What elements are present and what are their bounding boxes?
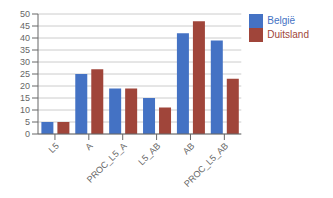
- svg-text:AB: AB: [181, 141, 197, 157]
- svg-text:PROC_L5_A: PROC_L5_A: [85, 141, 129, 185]
- svg-text:50: 50: [20, 9, 30, 19]
- svg-text:10: 10: [20, 105, 30, 115]
- html-text:België: België: [267, 14, 296, 26]
- svg-text:5: 5: [25, 117, 30, 127]
- svg-text:20: 20: [20, 81, 30, 91]
- svg-text:L5: L5: [47, 141, 61, 155]
- html-text:Duitsland: Duitsland: [267, 28, 309, 40]
- svg-text:30: 30: [20, 57, 30, 67]
- svg-text:35: 35: [20, 45, 30, 55]
- svg-text:45: 45: [20, 21, 30, 31]
- svg-text:25: 25: [20, 69, 30, 79]
- svg-text:15: 15: [20, 93, 30, 103]
- svg-text:L5_AB: L5_AB: [136, 141, 162, 167]
- svg-text:0: 0: [25, 129, 30, 139]
- svg-text:A: A: [83, 141, 94, 152]
- svg-text:PROC_L5_AB: PROC_L5_AB: [182, 141, 230, 189]
- svg-text:40: 40: [20, 33, 30, 43]
